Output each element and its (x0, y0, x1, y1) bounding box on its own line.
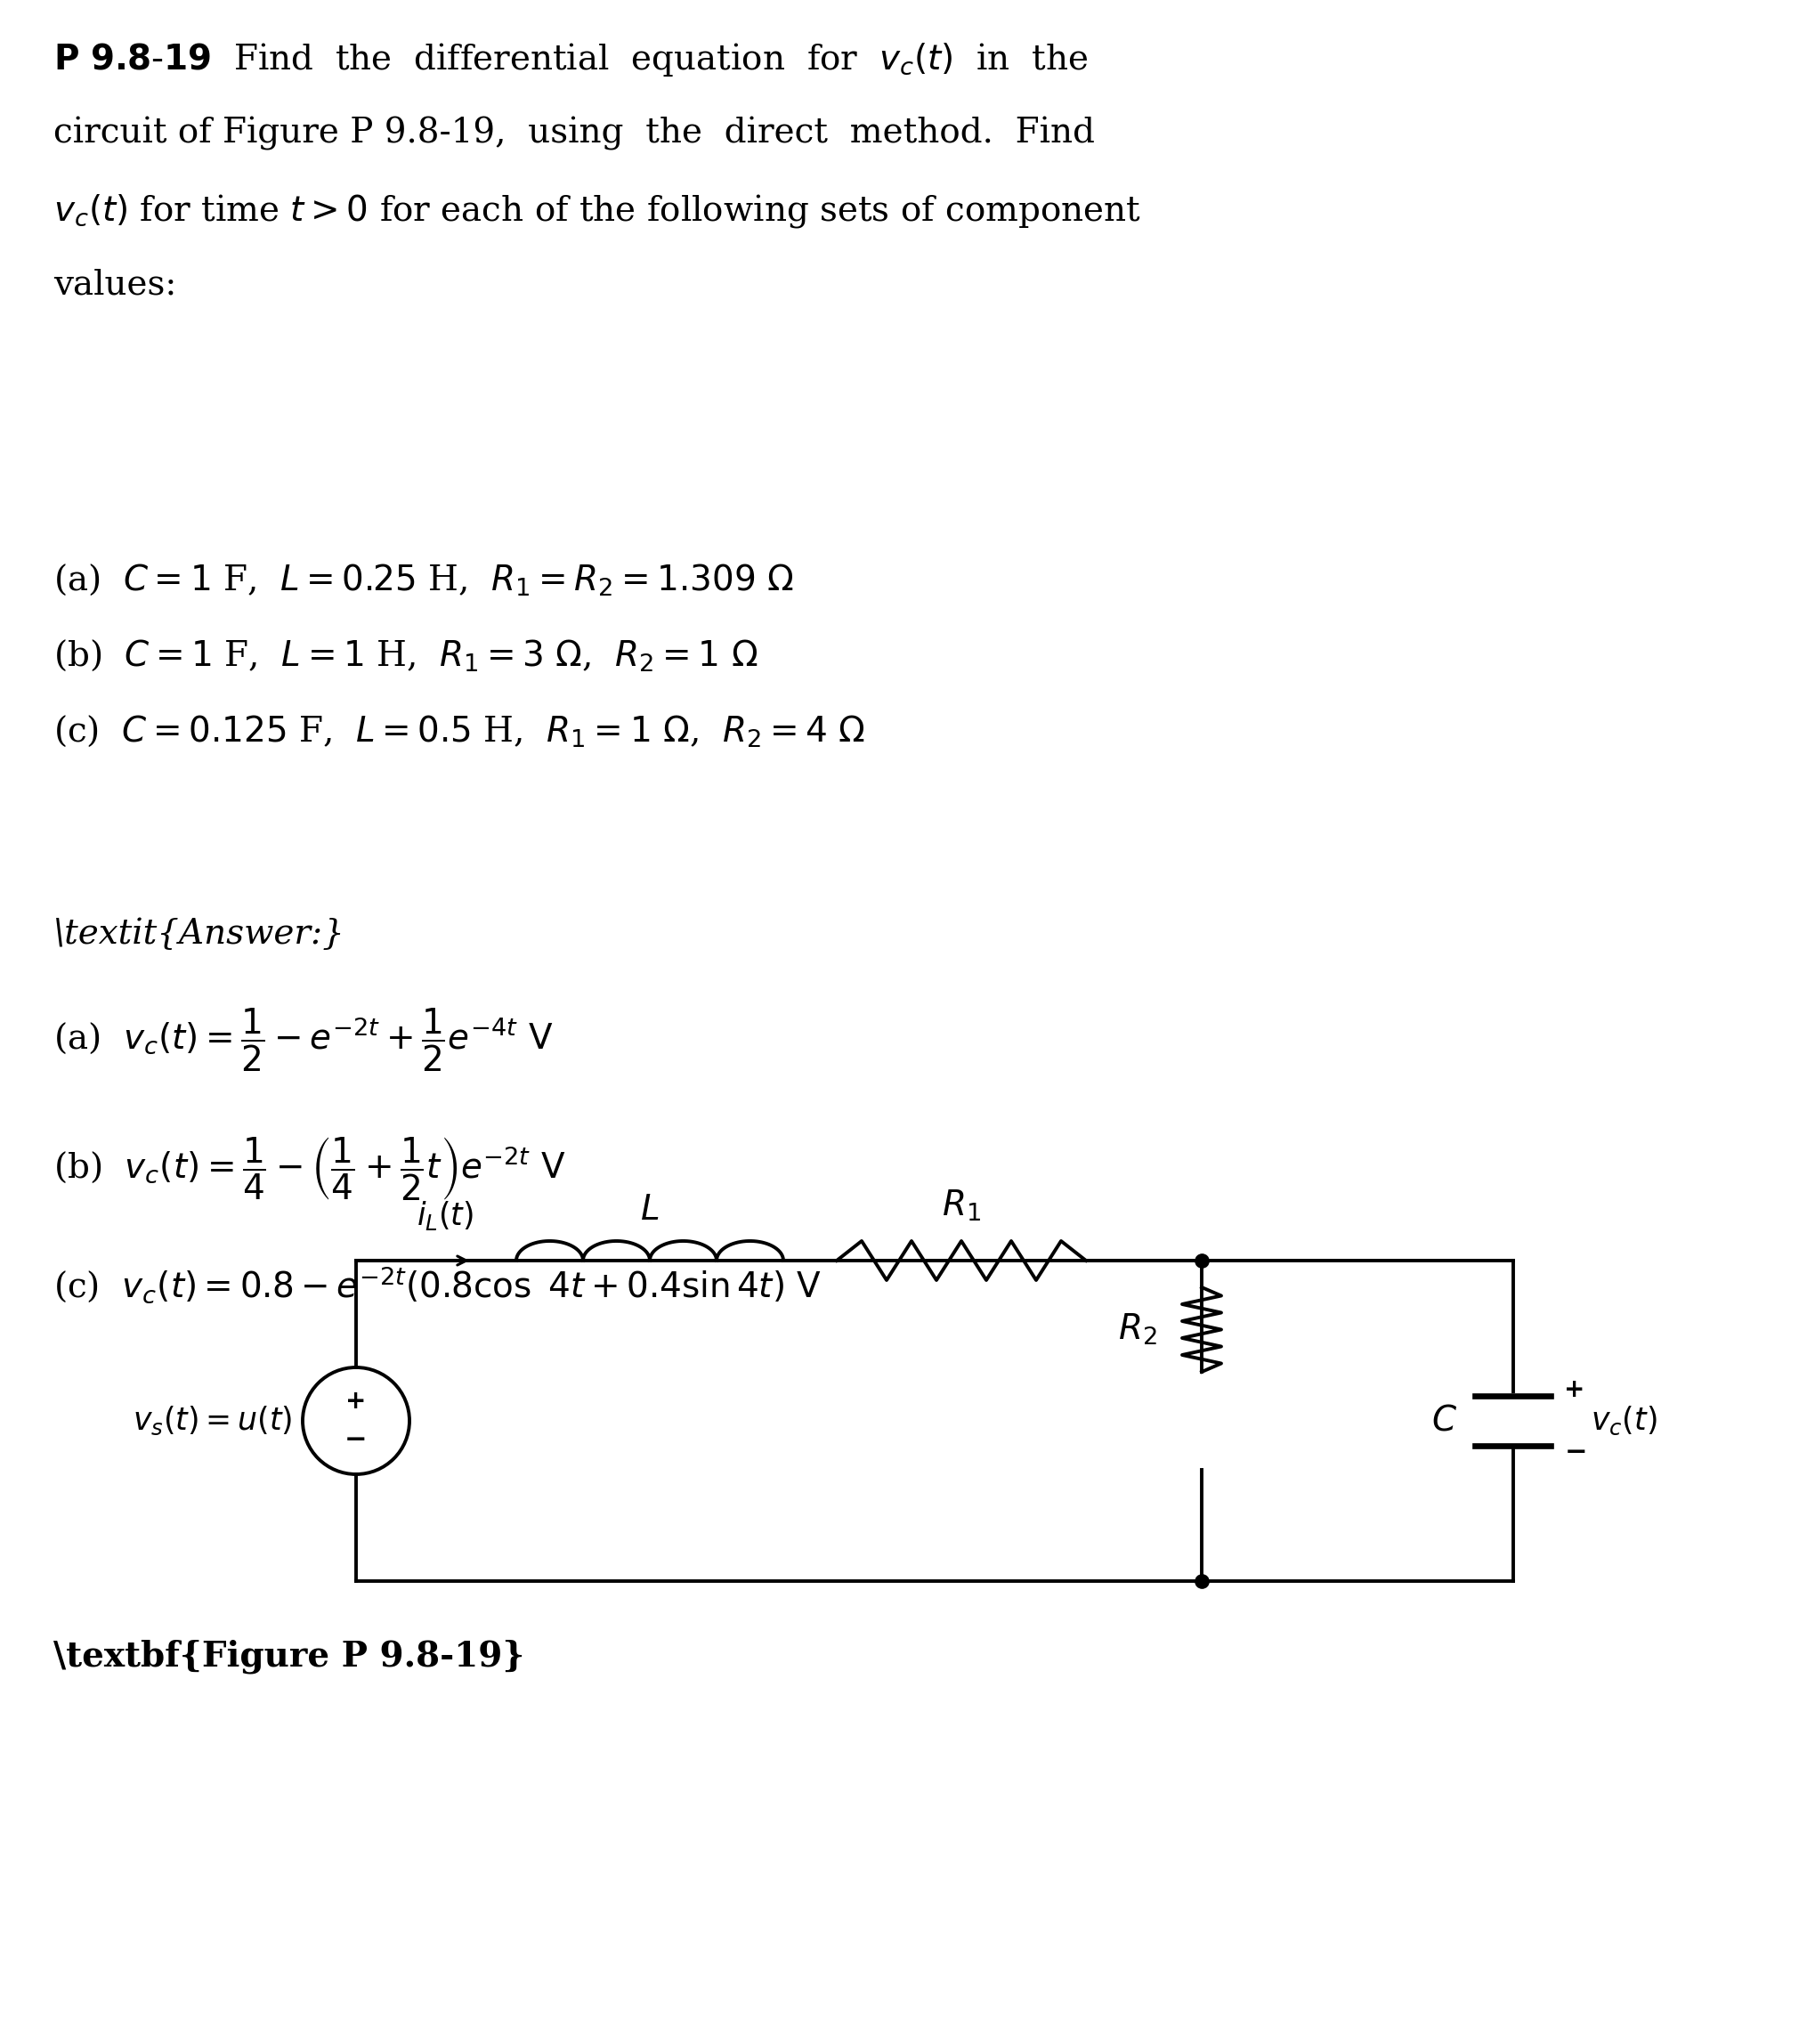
Text: circuit of Figure P 9.8-19,  using  the  direct  method.  Find: circuit of Figure P 9.8-19, using the di… (54, 117, 1095, 151)
Text: (c)  $C = 0.125$ F,  $L = 0.5$ H,  $R_1 = 1\ \Omega$,  $R_2 = 4\ \Omega$: (c) $C = 0.125$ F, $L = 0.5$ H, $R_1 = 1… (54, 713, 866, 748)
Text: $v_c(t)$ for time $t > 0$ for each of the following sets of component: $v_c(t)$ for time $t > 0$ for each of th… (54, 192, 1142, 229)
Text: +: + (1565, 1378, 1585, 1402)
Text: $v_s(t) = u(t)$: $v_s(t) = u(t)$ (132, 1404, 293, 1437)
Text: \textit{Answer:}: \textit{Answer:} (54, 918, 345, 950)
Text: (c)  $v_c(t) = 0.8 - e^{-2t}(0.8\cos\ 4t + 0.4\sin 4t)\ \mathrm{V}$: (c) $v_c(t) = 0.8 - e^{-2t}(0.8\cos\ 4t … (54, 1265, 822, 1306)
Text: $\mathbf{P\ 9.8\text{-}19}$  Find  the  differential  equation  for  $v_c(t)$  i: $\mathbf{P\ 9.8\text{-}19}$ Find the dif… (54, 41, 1088, 78)
Text: (a)  $C = 1$ F,  $L = 0.25$ H,  $R_1 = R_2 = 1.309\ \Omega$: (a) $C = 1$ F, $L = 0.25$ H, $R_1 = R_2 … (54, 562, 793, 597)
Text: $v_c(t)$: $v_c(t)$ (1592, 1404, 1657, 1437)
Text: −: − (1565, 1439, 1587, 1466)
Text: $R_1$: $R_1$ (941, 1188, 981, 1222)
Text: (b)  $C = 1$ F,  $L = 1$ H,  $R_1 = 3\ \Omega$,  $R_2 = 1\ \Omega$: (b) $C = 1$ F, $L = 1$ H, $R_1 = 3\ \Ome… (54, 638, 757, 672)
Text: $R_2$: $R_2$ (1119, 1312, 1156, 1347)
Text: $L$: $L$ (640, 1194, 660, 1226)
Text: \textbf{Figure P 9.8-19}: \textbf{Figure P 9.8-19} (54, 1639, 524, 1674)
Text: (a)  $v_c(t) = \dfrac{1}{2} - e^{-2t} + \dfrac{1}{2}e^{-4t}\ \mathrm{V}$: (a) $v_c(t) = \dfrac{1}{2} - e^{-2t} + \… (54, 1008, 553, 1073)
Text: $i_L(t)$: $i_L(t)$ (417, 1200, 473, 1233)
Text: −: − (345, 1427, 367, 1453)
Text: $C$: $C$ (1431, 1404, 1458, 1437)
Text: (b)  $v_c(t) = \dfrac{1}{4} - \left(\dfrac{1}{4} + \dfrac{1}{2}t\right)e^{-2t}\ : (b) $v_c(t) = \dfrac{1}{4} - \left(\dfra… (54, 1136, 566, 1202)
Text: values:: values: (54, 268, 177, 300)
Text: +: + (345, 1388, 367, 1414)
